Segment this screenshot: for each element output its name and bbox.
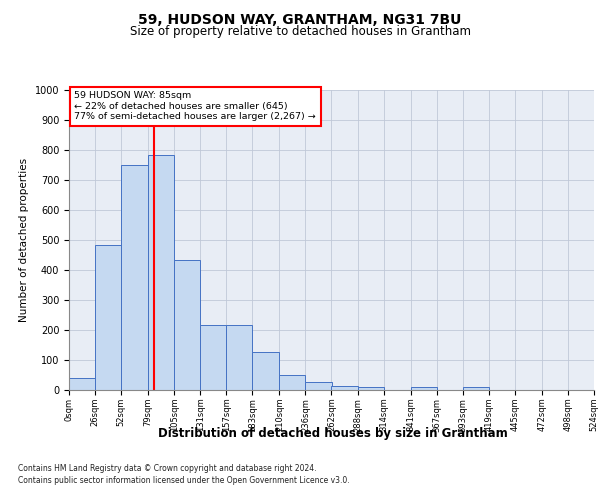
Text: 59 HUDSON WAY: 85sqm
← 22% of detached houses are smaller (645)
77% of semi-deta: 59 HUDSON WAY: 85sqm ← 22% of detached h…: [74, 92, 316, 122]
Bar: [358, 387, 383, 390]
Text: Distribution of detached houses by size in Grantham: Distribution of detached houses by size …: [158, 428, 508, 440]
Bar: [463, 387, 489, 390]
Bar: [200, 325, 226, 390]
Bar: [148, 154, 174, 390]
Bar: [174, 260, 200, 390]
Bar: [226, 325, 253, 390]
Bar: [305, 382, 331, 390]
Bar: [121, 165, 148, 390]
Bar: [410, 387, 437, 390]
Bar: [253, 352, 280, 390]
Bar: [280, 375, 305, 390]
Y-axis label: Number of detached properties: Number of detached properties: [19, 158, 29, 322]
Text: Contains HM Land Registry data © Crown copyright and database right 2024.: Contains HM Land Registry data © Crown c…: [18, 464, 317, 473]
Text: Contains public sector information licensed under the Open Government Licence v3: Contains public sector information licen…: [18, 476, 350, 485]
Bar: [95, 244, 121, 390]
Text: 59, HUDSON WAY, GRANTHAM, NG31 7BU: 59, HUDSON WAY, GRANTHAM, NG31 7BU: [139, 12, 461, 26]
Bar: [69, 378, 95, 390]
Text: Size of property relative to detached houses in Grantham: Size of property relative to detached ho…: [130, 25, 470, 38]
Bar: [331, 386, 358, 390]
